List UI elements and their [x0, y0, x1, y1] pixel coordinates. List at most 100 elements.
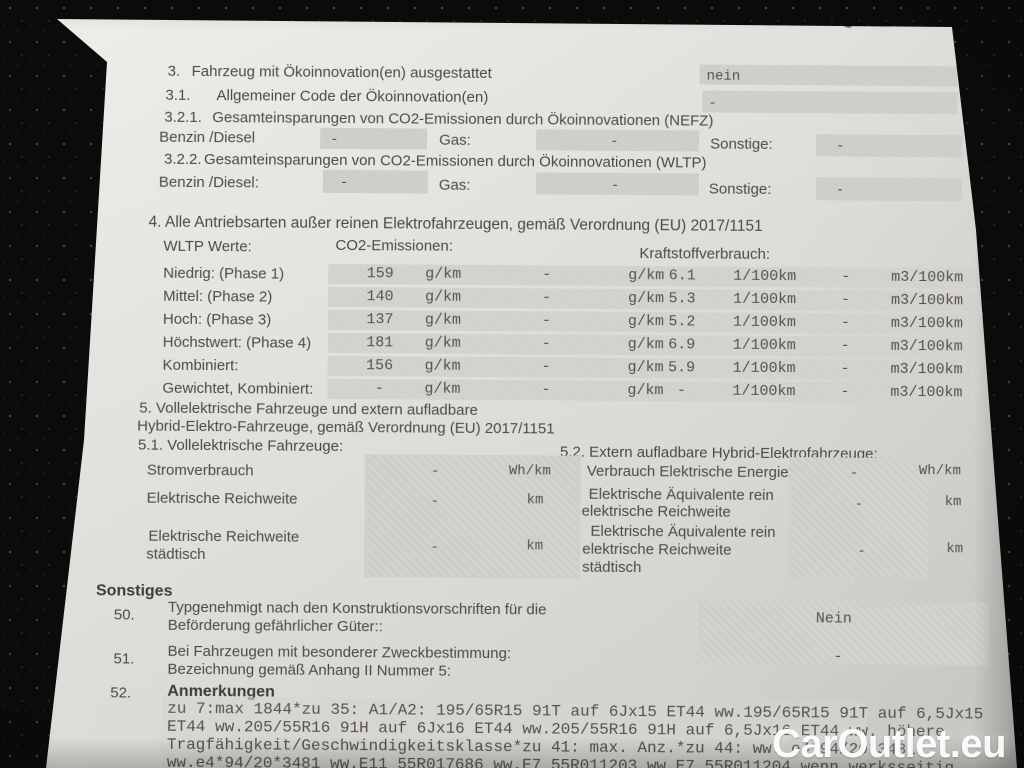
aequivalente-staedtisch-label-line2: elektrische Reichweite	[582, 540, 732, 559]
fuel-alt-unit: m3/100km	[890, 383, 963, 402]
fuel-value: -	[330, 131, 339, 148]
co2-alt-unit: g/km	[627, 358, 664, 377]
co2-alt-unit: g/km	[628, 266, 665, 285]
sonstige-value-field: -	[815, 177, 962, 202]
aequivalente-label-line1: Elektrische Äquivalente rein	[588, 485, 774, 504]
fuel-alt-unit: m3/100km	[891, 268, 964, 287]
co2-unit: g/km	[425, 265, 462, 283]
fuel-value: 5.9	[668, 359, 696, 377]
verbrauch-energie-value: -	[849, 465, 859, 482]
co2-alt-unit: g/km	[627, 381, 664, 400]
co2-alt-value: -	[541, 312, 551, 330]
item-50-label-line2: Beförderung gefährlicher Güter::	[167, 616, 383, 636]
caroutlet-watermark: CarOutlet.eu	[772, 722, 1007, 766]
item-51-label-line1: Bei Fahrzeugen mit besonderer Zweckbesti…	[167, 642, 512, 663]
co2-alt-value: -	[541, 358, 551, 376]
reichweite-staedtisch-label-line1: Elektrische Reichweite	[148, 527, 300, 546]
co2-unit: g/km	[425, 288, 462, 306]
item-3-value-field: nein	[699, 64, 958, 87]
sonstige-value: -	[836, 138, 845, 155]
aequivalente-value: -	[854, 496, 864, 513]
stromverbrauch-label: Stromverbrauch	[146, 461, 254, 480]
item-50-number: 50.	[113, 606, 135, 624]
fuel-value: 6.9	[668, 336, 696, 354]
item-50-value: Nein	[815, 610, 852, 628]
fuel-unit: 1/100km	[733, 290, 797, 309]
gas-label: Gas:	[439, 131, 471, 149]
co2-alt-value: -	[541, 335, 551, 353]
fuel-alt-value: -	[840, 383, 850, 401]
co2-value: 137	[366, 311, 394, 329]
co2-alt-value: -	[541, 381, 551, 399]
co2-value: 140	[366, 288, 394, 306]
item-51-value: -	[833, 648, 843, 666]
co2-alt-unit: g/km	[627, 335, 664, 354]
fuel-header: Kraftstoffverbrauch:	[639, 245, 771, 263]
section-4-title: 4. Alle Antriebsarten außer reinen Elekt…	[148, 213, 763, 235]
fuel-unit: 1/100km	[733, 267, 797, 286]
co2-value: 181	[366, 334, 394, 352]
paper-speck	[842, 21, 853, 29]
stromverbrauch-value: -	[430, 463, 440, 480]
fuel-alt-value: -	[841, 291, 851, 309]
fuel-value-field: -	[322, 169, 428, 194]
stromverbrauch-unit: Wh/km	[508, 463, 551, 480]
fuel-alt-unit: m3/100km	[890, 360, 963, 379]
gas-value: -	[610, 133, 619, 150]
sonstige-value: -	[835, 182, 845, 199]
fuel-unit: 1/100km	[732, 336, 796, 355]
fuel-value: -	[676, 382, 686, 400]
fuel-row-label: Benzin /Diesel:	[158, 173, 259, 192]
item-3-number: 3.	[167, 62, 181, 80]
section-5-title-line2: Hybrid-Elektro-Fahrzeuge, gemäß Verordnu…	[137, 417, 555, 438]
fuel-value: -	[339, 174, 349, 192]
item-3-value: nein	[706, 68, 741, 85]
reichweite-unit: km	[526, 492, 544, 509]
item-31-value: -	[708, 95, 717, 112]
item-51-number: 51.	[113, 650, 135, 668]
sonstige-value-field: -	[816, 134, 963, 158]
fuel-value: 6.1	[668, 267, 696, 285]
fuel-row-label: Benzin /Diesel	[159, 128, 256, 147]
co2-alt-unit: g/km	[627, 312, 664, 331]
fuel-value: 5.3	[668, 290, 696, 308]
sonstige-label: Sonstige:	[710, 135, 773, 153]
co2-unit: g/km	[424, 334, 461, 352]
aequivalente-staedtisch-label-line1: Elektrische Äquivalente rein	[590, 522, 776, 542]
item-51-label-line2: Bezeichnung gemäß Anhang II Nummer 5:	[167, 660, 452, 680]
fuel-alt-unit: m3/100km	[890, 314, 963, 333]
reichweite-staedtisch-value: -	[430, 539, 439, 556]
aequivalente-label-line2: elektrische Reichweite	[581, 502, 731, 521]
gas-value-field: -	[535, 172, 699, 196]
aequivalente-staedtisch-value: -	[857, 543, 866, 560]
fuel-unit: 1/100km	[732, 382, 796, 401]
item-31-label: Allgemeiner Code der Ökoinnovation(en)	[216, 87, 489, 106]
co2-unit: g/km	[424, 311, 461, 329]
item-321-label: Gesamteinsparungen von CO2-Emissionen du…	[212, 109, 714, 130]
co2-value: -	[374, 380, 384, 398]
fuel-alt-value: -	[841, 268, 851, 286]
reichweite-label: Elektrische Reichweite	[146, 489, 298, 508]
aequivalente-unit: km	[944, 494, 962, 511]
aequivalente-staedtisch-unit: km	[946, 541, 964, 558]
item-322-number: 3.2.2.	[163, 150, 202, 168]
table-row-label: Kombiniert:	[162, 356, 239, 375]
reichweite-staedtisch-label-line2: städtisch	[146, 545, 206, 564]
fuel-alt-value: -	[840, 337, 850, 355]
fuel-alt-unit: m3/100km	[890, 337, 963, 356]
item-321-number: 3.2.1.	[164, 108, 202, 126]
co2-value: 159	[366, 265, 394, 283]
fuel-unit: 1/100km	[732, 313, 796, 332]
table-row-label: Mittel: (Phase 2)	[163, 287, 273, 306]
section-52-value-shading	[788, 457, 929, 581]
fuel-value: 5.2	[668, 313, 696, 331]
aequivalente-staedtisch-label-line3: städtisch	[582, 558, 642, 577]
item-31-number: 3.1.	[165, 86, 191, 104]
fuel-value-field: -	[320, 127, 428, 150]
co2-alt-value: -	[542, 266, 552, 284]
sonstige-label: Sonstige:	[708, 180, 772, 198]
reichweite-value: -	[430, 493, 440, 510]
co2-value: 156	[366, 357, 394, 375]
